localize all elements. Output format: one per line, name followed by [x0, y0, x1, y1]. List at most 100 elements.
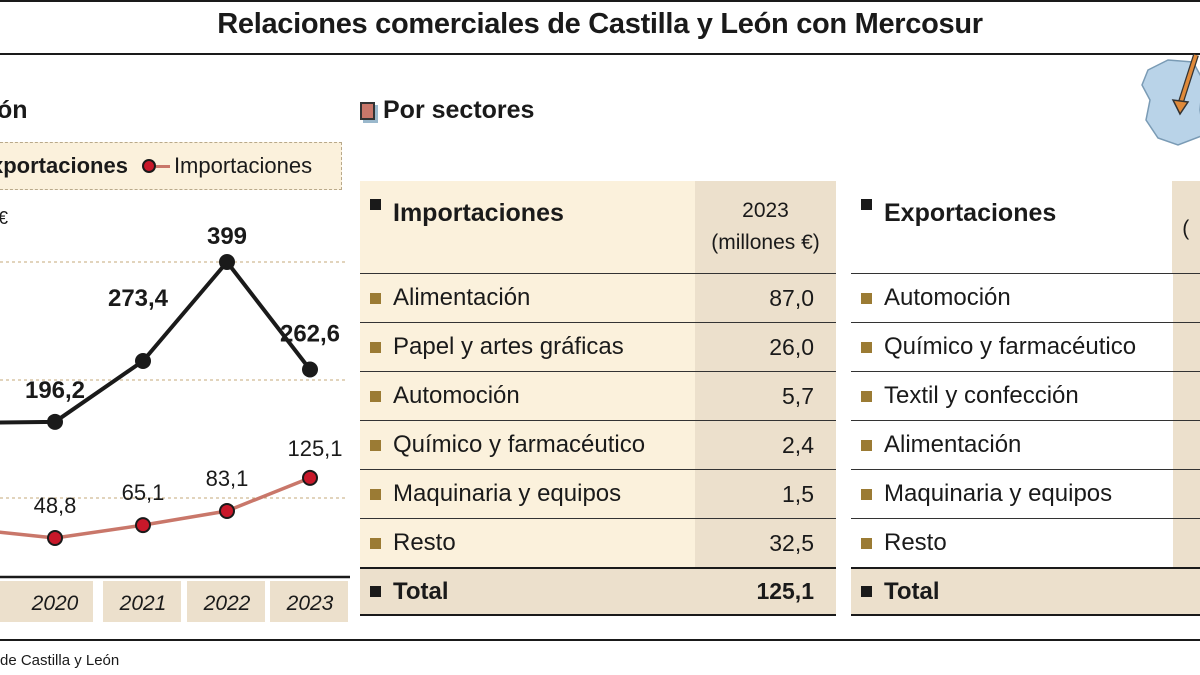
exports-total-label: Total	[884, 577, 940, 605]
row-label: Textil y confección	[884, 382, 1079, 409]
table-row: Maquinaria y equipos 1,5	[360, 469, 836, 518]
footer-rule	[0, 639, 1200, 641]
table-row: Maquinaria y equipos	[851, 469, 1200, 518]
table-row: Químico y farmacéutico	[851, 322, 1200, 371]
imports-title: Importaciones	[393, 199, 564, 227]
imports-point	[135, 517, 151, 534]
top-rule	[0, 0, 1200, 2]
row-value	[1172, 372, 1200, 420]
row-label-cell: Resto	[360, 519, 695, 567]
bullet-icon	[861, 586, 872, 597]
sectors-marker-icon	[360, 101, 375, 120]
exports-title: Exportaciones	[884, 199, 1057, 227]
imports-data-label: 48,8	[34, 493, 77, 518]
row-label: Alimentación	[393, 284, 531, 311]
exports-header-cell: Exportaciones	[851, 181, 1172, 273]
legend-imports-label: Importaciones	[173, 153, 313, 178]
sectors-section-label: Por sectores	[360, 96, 534, 125]
x-tick-label: 2021	[119, 592, 167, 615]
row-label-cell: Maquinaria y equipos	[851, 470, 1173, 518]
imports-year-cell: 2023 (millones €)	[695, 181, 836, 273]
row-label-cell: Automoción	[851, 274, 1173, 322]
row-label-cell: Textil y confección	[851, 372, 1173, 420]
legend-imports-marker-icon	[141, 159, 170, 173]
row-value	[1172, 519, 1200, 567]
line-chart: 2020 2021 2022 2023 196,2 273,4 399 262,6 48,8 65…	[0, 223, 350, 622]
legend-exports-label: xportaciones	[0, 153, 128, 178]
table-row: Resto 32,5	[360, 518, 836, 567]
row-label: Alimentación	[884, 431, 1022, 458]
imports-total-label: Total	[393, 577, 449, 605]
row-label: Automoción	[393, 382, 520, 409]
row-value	[1172, 274, 1200, 322]
x-tick-label: 2020	[31, 592, 79, 615]
title-rule	[0, 53, 1200, 55]
row-label: Maquinaria y equipos	[884, 480, 1113, 507]
table-row: Alimentación 87,0	[360, 273, 836, 322]
imports-data-label: 65,1	[122, 480, 165, 505]
row-label-cell: Maquinaria y equipos	[360, 470, 695, 518]
exports-total-row: Total	[851, 567, 1200, 616]
x-tick-label: 2023	[286, 592, 334, 615]
exports-point	[219, 254, 235, 270]
bullet-icon	[861, 390, 872, 402]
row-label: Químico y farmacéutico	[393, 431, 646, 458]
exports-point	[47, 413, 63, 430]
bullet-icon	[370, 439, 381, 451]
bullet-icon	[370, 586, 381, 597]
table-row: Textil y confección	[851, 371, 1200, 420]
x-tick-cell	[15, 581, 93, 622]
imports-total-label-cell: Total	[360, 569, 695, 614]
bullet-icon	[861, 292, 872, 304]
evolution-section-label: ón	[0, 96, 28, 124]
exports-point	[302, 361, 318, 378]
chart-unit-label: €	[0, 208, 9, 228]
imports-total-value: 125,1	[695, 569, 836, 614]
source-note: de Castilla y León	[0, 652, 120, 669]
row-value	[1172, 421, 1200, 469]
bullet-icon	[370, 292, 381, 304]
sectors-label-text: Por sectores	[383, 96, 535, 124]
row-label: Papel y artes gráficas	[393, 333, 624, 360]
bullet-icon	[370, 537, 381, 549]
row-label: Maquinaria y equipos	[393, 480, 622, 507]
bullet-icon	[370, 488, 381, 500]
row-value: 87,0	[695, 274, 836, 322]
row-label-cell: Alimentación	[851, 421, 1173, 469]
row-label: Resto	[393, 529, 456, 556]
exports-total-label-cell: Total	[851, 569, 1173, 614]
imports-data-label: 125,1	[287, 436, 342, 461]
imports-point	[47, 530, 63, 546]
row-value: 2,4	[695, 421, 836, 469]
table-row: Automoción 5,7	[360, 371, 836, 420]
table-row: Automoción	[851, 273, 1200, 322]
bullet-icon	[861, 439, 872, 451]
row-label-cell: Químico y farmacéutico	[360, 421, 695, 469]
x-tick-label: 2022	[203, 592, 251, 615]
bullet-icon	[370, 390, 381, 402]
exports-unit-cell: (	[1172, 181, 1200, 273]
imports-total-row: Total 125,1	[360, 567, 836, 616]
row-label: Químico y farmacéutico	[884, 333, 1137, 360]
exports-total-value	[1172, 569, 1200, 614]
imports-year: 2023	[742, 199, 789, 222]
exports-unit: (	[1182, 217, 1190, 240]
exports-data-label: 273,4	[108, 285, 169, 312]
row-value: 5,7	[695, 372, 836, 420]
exports-point	[135, 352, 151, 369]
bullet-icon	[861, 341, 872, 353]
imports-data-label: 83,1	[206, 466, 249, 491]
row-label-cell: Automoción	[360, 372, 695, 420]
imports-unit: (millones €)	[711, 231, 820, 254]
chart-title: Relaciones comerciales de Castilla y Leó…	[217, 8, 983, 40]
bullet-icon	[861, 488, 872, 500]
row-label-cell: Químico y farmacéutico	[851, 323, 1173, 371]
imports-header-cell: Importaciones	[360, 181, 695, 273]
row-value	[1172, 323, 1200, 371]
legend-item-exports: xportaciones	[0, 153, 128, 179]
row-label-cell: Papel y artes gráficas	[360, 323, 695, 371]
bullet-icon	[370, 341, 381, 353]
x-tick-cell	[103, 581, 181, 622]
exports-data-label: 196,2	[25, 377, 85, 404]
chart-legend: xportaciones Importaciones	[0, 142, 342, 190]
